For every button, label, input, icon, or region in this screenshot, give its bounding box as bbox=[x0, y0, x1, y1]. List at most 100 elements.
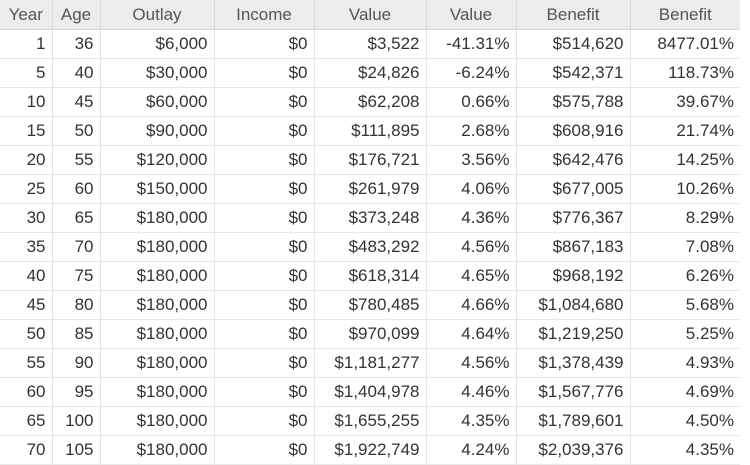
benefit-percent-cell: 14.25% bbox=[630, 145, 740, 175]
benefit-cell: $575,788 bbox=[516, 87, 631, 117]
value-percent-cell: 3.56% bbox=[426, 145, 517, 175]
benefit-percent-cell: 4.50% bbox=[630, 406, 740, 436]
year-cell: 65 bbox=[0, 406, 53, 436]
table-row: 40 75 $180,000 $0 $618,314 4.65% $968,192 6.26% bbox=[0, 261, 740, 291]
year-cell: 45 bbox=[0, 290, 53, 320]
value-cell: $1,404,978 bbox=[314, 377, 427, 407]
value-percent-cell: 4.65% bbox=[426, 261, 517, 291]
value-cell: $1,922,749 bbox=[314, 435, 427, 465]
column-header-benefit-percent[interactable]: Benefit bbox=[630, 0, 740, 30]
table-row: 70 105 $180,000 $0 $1,922,749 4.24% $2,039,376… bbox=[0, 435, 740, 465]
benefit-percent-cell: 5.25% bbox=[630, 319, 740, 349]
income-cell: $0 bbox=[214, 261, 315, 291]
income-cell: $0 bbox=[214, 232, 315, 262]
value-percent-cell: 4.06% bbox=[426, 174, 517, 204]
table-row: 55 90 $180,000 $0 $1,181,277 4.56% $1,378,439 4… bbox=[0, 348, 740, 378]
year-cell: 70 bbox=[0, 435, 53, 465]
value-percent-cell: 4.56% bbox=[426, 232, 517, 262]
outlay-cell: $60,000 bbox=[100, 87, 215, 117]
benefit-percent-cell: 118.73% bbox=[630, 58, 740, 88]
column-header-income[interactable]: Income bbox=[214, 0, 315, 30]
age-cell: 50 bbox=[52, 116, 101, 146]
outlay-cell: $90,000 bbox=[100, 116, 215, 146]
column-header-value[interactable]: Value bbox=[314, 0, 427, 30]
outlay-cell: $180,000 bbox=[100, 203, 215, 233]
header-row: Year Age Outlay Income Value Value Benef… bbox=[0, 0, 740, 30]
value-percent-cell: 4.64% bbox=[426, 319, 517, 349]
year-cell: 60 bbox=[0, 377, 53, 407]
column-header-age[interactable]: Age bbox=[52, 0, 101, 30]
income-cell: $0 bbox=[214, 435, 315, 465]
benefit-cell: $1,084,680 bbox=[516, 290, 631, 320]
value-percent-cell: 2.68% bbox=[426, 116, 517, 146]
table-row: 5 40 $30,000 $0 $24,826 -6.24% $542,371 118.73% bbox=[0, 58, 740, 88]
income-cell: $0 bbox=[214, 377, 315, 407]
age-cell: 75 bbox=[52, 261, 101, 291]
year-cell: 30 bbox=[0, 203, 53, 233]
outlay-cell: $180,000 bbox=[100, 377, 215, 407]
income-cell: $0 bbox=[214, 58, 315, 88]
value-percent-cell: 4.24% bbox=[426, 435, 517, 465]
value-cell: $373,248 bbox=[314, 203, 427, 233]
age-cell: 55 bbox=[52, 145, 101, 175]
income-cell: $0 bbox=[214, 406, 315, 436]
outlay-cell: $180,000 bbox=[100, 261, 215, 291]
benefit-percent-cell: 8.29% bbox=[630, 203, 740, 233]
age-cell: 90 bbox=[52, 348, 101, 378]
value-cell: $62,208 bbox=[314, 87, 427, 117]
table-row: 50 85 $180,000 $0 $970,099 4.64% $1,219,250 5.2… bbox=[0, 319, 740, 349]
value-cell: $483,292 bbox=[314, 232, 427, 262]
table-row: 60 95 $180,000 $0 $1,404,978 4.46% $1,567,776 4… bbox=[0, 377, 740, 407]
benefit-cell: $867,183 bbox=[516, 232, 631, 262]
benefit-percent-cell: 4.69% bbox=[630, 377, 740, 407]
benefit-cell: $1,219,250 bbox=[516, 319, 631, 349]
table-row: 25 60 $150,000 $0 $261,979 4.06% $677,005 10.26… bbox=[0, 174, 740, 204]
benefit-cell: $776,367 bbox=[516, 203, 631, 233]
benefit-cell: $642,476 bbox=[516, 145, 631, 175]
column-header-year[interactable]: Year bbox=[0, 0, 53, 30]
outlay-cell: $180,000 bbox=[100, 319, 215, 349]
value-cell: $3,522 bbox=[314, 29, 427, 59]
benefit-percent-cell: 8477.01% bbox=[630, 29, 740, 59]
outlay-cell: $180,000 bbox=[100, 232, 215, 262]
value-percent-cell: -6.24% bbox=[426, 58, 517, 88]
table-row: 1 36 $6,000 $0 $3,522 -41.31% $514,620 8477.01% bbox=[0, 29, 740, 59]
value-cell: $780,485 bbox=[314, 290, 427, 320]
table-row: 20 55 $120,000 $0 $176,721 3.56% $642,476 14.25… bbox=[0, 145, 740, 175]
value-cell: $24,826 bbox=[314, 58, 427, 88]
age-cell: 80 bbox=[52, 290, 101, 320]
table-row: 15 50 $90,000 $0 $111,895 2.68% $608,916 21.74% bbox=[0, 116, 740, 146]
year-cell: 15 bbox=[0, 116, 53, 146]
benefit-percent-cell: 10.26% bbox=[630, 174, 740, 204]
age-cell: 95 bbox=[52, 377, 101, 407]
outlay-cell: $30,000 bbox=[100, 58, 215, 88]
age-cell: 45 bbox=[52, 87, 101, 117]
outlay-cell: $180,000 bbox=[100, 290, 215, 320]
year-cell: 50 bbox=[0, 319, 53, 349]
value-percent-cell: 4.36% bbox=[426, 203, 517, 233]
table-row: 10 45 $60,000 $0 $62,208 0.66% $575,788 39.67% bbox=[0, 87, 740, 117]
table-row: 35 70 $180,000 $0 $483,292 4.56% $867,183 7.08% bbox=[0, 232, 740, 262]
age-cell: 65 bbox=[52, 203, 101, 233]
column-header-value-percent[interactable]: Value bbox=[426, 0, 517, 30]
value-percent-cell: 0.66% bbox=[426, 87, 517, 117]
benefit-percent-cell: 7.08% bbox=[630, 232, 740, 262]
income-cell: $0 bbox=[214, 116, 315, 146]
income-cell: $0 bbox=[214, 348, 315, 378]
income-cell: $0 bbox=[214, 174, 315, 204]
outlay-cell: $180,000 bbox=[100, 406, 215, 436]
income-cell: $0 bbox=[214, 87, 315, 117]
benefit-percent-cell: 21.74% bbox=[630, 116, 740, 146]
value-percent-cell: 4.56% bbox=[426, 348, 517, 378]
year-cell: 5 bbox=[0, 58, 53, 88]
benefit-cell: $542,371 bbox=[516, 58, 631, 88]
column-header-benefit[interactable]: Benefit bbox=[516, 0, 631, 30]
table-header: Year Age Outlay Income Value Value Benef… bbox=[0, 0, 740, 30]
value-cell: $1,181,277 bbox=[314, 348, 427, 378]
outlay-cell: $120,000 bbox=[100, 145, 215, 175]
year-cell: 35 bbox=[0, 232, 53, 262]
column-header-outlay[interactable]: Outlay bbox=[100, 0, 215, 30]
benefit-cell: $677,005 bbox=[516, 174, 631, 204]
value-percent-cell: 4.66% bbox=[426, 290, 517, 320]
